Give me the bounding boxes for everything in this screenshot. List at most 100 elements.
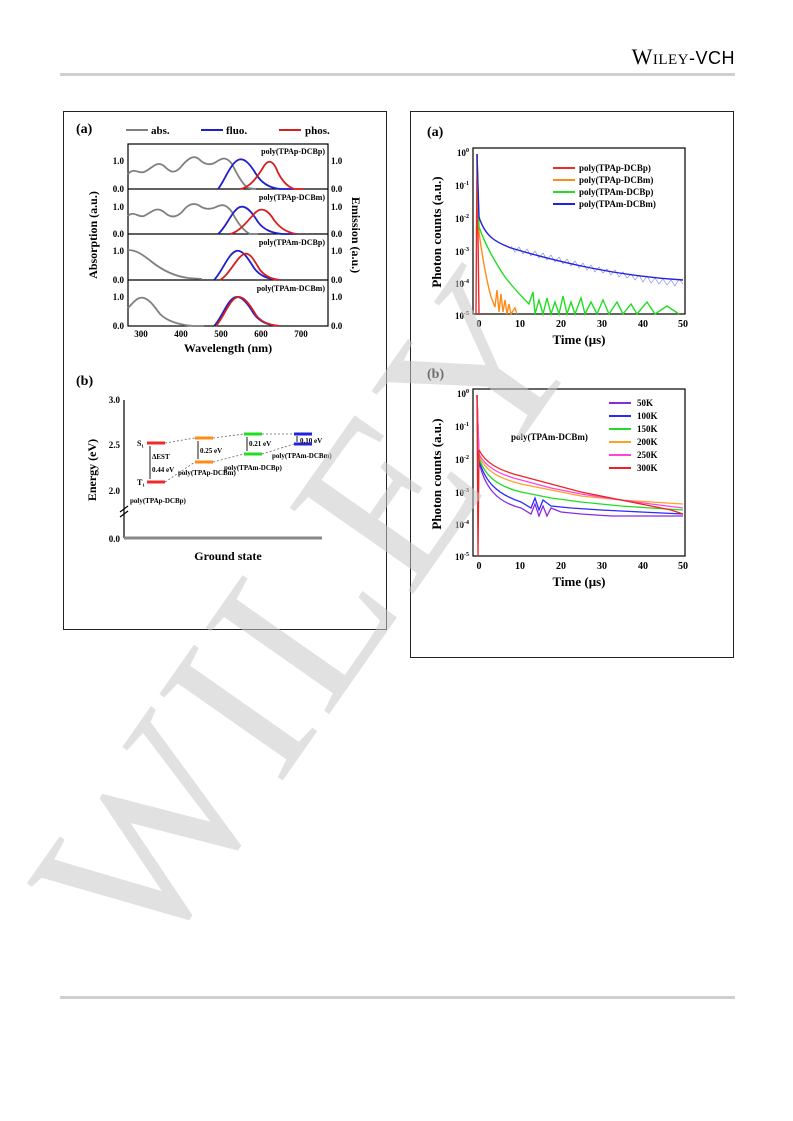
decay-panel-b-label: (b) [427,367,444,382]
brand-vch: -VCH [689,48,735,68]
gap-label-2: 0.25 eV [200,447,222,455]
xtick-700: 700 [294,329,308,339]
decay-b-ylabel: Photon counts (a.u.) [429,418,444,529]
rtick-0-0: 0.0 [331,184,343,194]
fluo-curve-3 [213,249,279,281]
rtick-1-0: 1.0 [331,156,343,166]
xtick-400: 400 [174,329,188,339]
polymer-label-4: poly(TPAm-DCBm) [272,452,332,460]
decay-b-legend-3: 150K [637,424,658,434]
etick-2-0: 2.0 [109,486,121,496]
t1-label: T₁ [137,478,145,487]
svg-text:100: 100 [457,148,469,158]
s1-label: S₁ [137,439,144,448]
legend-phos: phos. [305,125,330,137]
decay-b-legend-1: 50K [637,398,653,408]
rtick-1-1: 1.0 [331,202,343,212]
xtick-300: 300 [134,329,148,339]
decay-panel-a-label: (a) [427,125,444,140]
header-rule [60,73,735,76]
etick-3-0: 3.0 [109,395,121,405]
panel-b-label: (b) [76,374,93,389]
decay-a-xtick-50: 50 [678,319,688,330]
decay-a-legend-4: poly(TPAm-DCBm) [579,199,656,209]
decay-b-xtick-0: 0 [477,561,482,572]
subplot-label-1: poly(TPAp-DCBp) [261,147,325,156]
decay-b-xtick-20: 20 [556,561,566,572]
right-figure-svg: (a) 100 10-1 10-2 10-3 10-4 10-5 0 10 20… [427,125,688,589]
decay-b-xtick-40: 40 [638,561,648,572]
rtick-1-2: 1.0 [331,246,343,256]
decay-b-xlabel: Time (μs) [553,574,606,589]
subplot-label-2: poly(TPAp-DCBm) [259,193,325,202]
polymer-label-2: poly(TPAp-DCBm) [178,469,236,477]
decay-a-legend-1: poly(TPAp-DCBp) [579,163,651,173]
ytick-0-1: 0.0 [113,229,125,239]
brand-wiley: Wiley [631,44,689,69]
gap-label-3: 0.21 eV [249,440,271,448]
decay-b-legend-4: 200K [637,437,658,447]
decay-b-sample-label: poly(TPAm-DCBm) [511,432,588,442]
xtick-500: 500 [214,329,228,339]
decay-b-curves [476,394,684,557]
rtick-0-3: 0.0 [331,321,343,331]
decay-a-frame [472,147,686,315]
rtick-0-1: 0.0 [331,229,343,239]
phos-curve-1 [239,160,304,190]
phos-curve-3 [219,252,281,281]
xtick-600: 600 [254,329,268,339]
legend-fluo: fluo. [226,125,247,137]
decay-b-xtick-30: 30 [597,561,607,572]
panel-a-label: (a) [76,122,93,137]
gap-label-4: 0.10 eV [300,437,322,445]
fluo-curve-2 [217,205,296,235]
subplot-label-4: poly(TPAm-DCBm) [257,284,326,293]
abs-curve-4 [127,296,204,327]
ytick-1-0: 1.0 [113,156,125,166]
ytick-0-3: 0.0 [113,321,125,331]
decay-a-legend-2: poly(TPAp-DCBm) [579,175,653,185]
decay-a-legend-3: poly(TPAm-DCBp) [579,187,653,197]
blue-noise-band [510,245,684,287]
ytick-0-0: 0.0 [113,184,125,194]
publisher-logo: Wiley-VCH [632,44,735,70]
decay-b-xtick-10: 10 [515,561,525,572]
etick-2-5: 2.5 [109,440,121,450]
gap-label-1: 0.44 eV [152,466,174,474]
subplot-label-3: poly(TPAm-DCBp) [259,238,325,247]
decay-a-xtick-40: 40 [638,319,648,330]
svg-text:10-4: 10-4 [455,520,469,530]
abs-curve-1 [127,156,257,190]
ytick-1-2: 1.0 [113,246,125,256]
decay-b-frame [472,388,686,557]
decay-b-legend-2: 100K [637,411,658,421]
decay-a-xtick-0: 0 [477,319,482,330]
svg-text:10-1: 10-1 [455,422,469,432]
legend-abs: abs. [151,125,170,137]
decay-a-curves [475,153,684,317]
decay-b-legend-5: 250K [637,450,658,460]
svg-text:10-5: 10-5 [455,552,469,562]
decay-a-ylabel: Photon counts (a.u.) [429,176,444,287]
polymer-label-3: poly(TPAm-DCBp) [224,464,282,472]
rtick-0-2: 0.0 [331,275,343,285]
left-figure-svg: (a) abs. fluo. phos. 1.0 0.0 1.0 0.0 1.0… [76,122,363,563]
footer-rule [60,996,735,999]
svg-text:10-3: 10-3 [455,247,469,257]
etick-0-0: 0.0 [109,534,121,544]
decay-a-xtick-20: 20 [556,319,566,330]
svg-text:10-2: 10-2 [455,455,469,465]
svg-text:10-5: 10-5 [455,311,469,321]
delta-est-label: ΔEST [152,453,170,461]
decay-a-xlabel: Time (μs) [553,332,606,347]
connector-lines [164,433,295,483]
decay-a-xtick-10: 10 [515,319,525,330]
decay-b-legend-6: 300K [637,463,658,473]
svg-text:10-4: 10-4 [455,279,469,289]
svg-text:10-1: 10-1 [455,181,469,191]
polymer-label-1: poly(TPAp-DCBp) [130,497,187,505]
x-axis-label-ground-state: Ground state [194,549,262,563]
y-axis-label-absorption: Absorption (a.u.) [86,191,100,279]
decay-a-xtick-30: 30 [597,319,607,330]
y-axis-label-emission: Emission (a.u.) [349,197,363,273]
